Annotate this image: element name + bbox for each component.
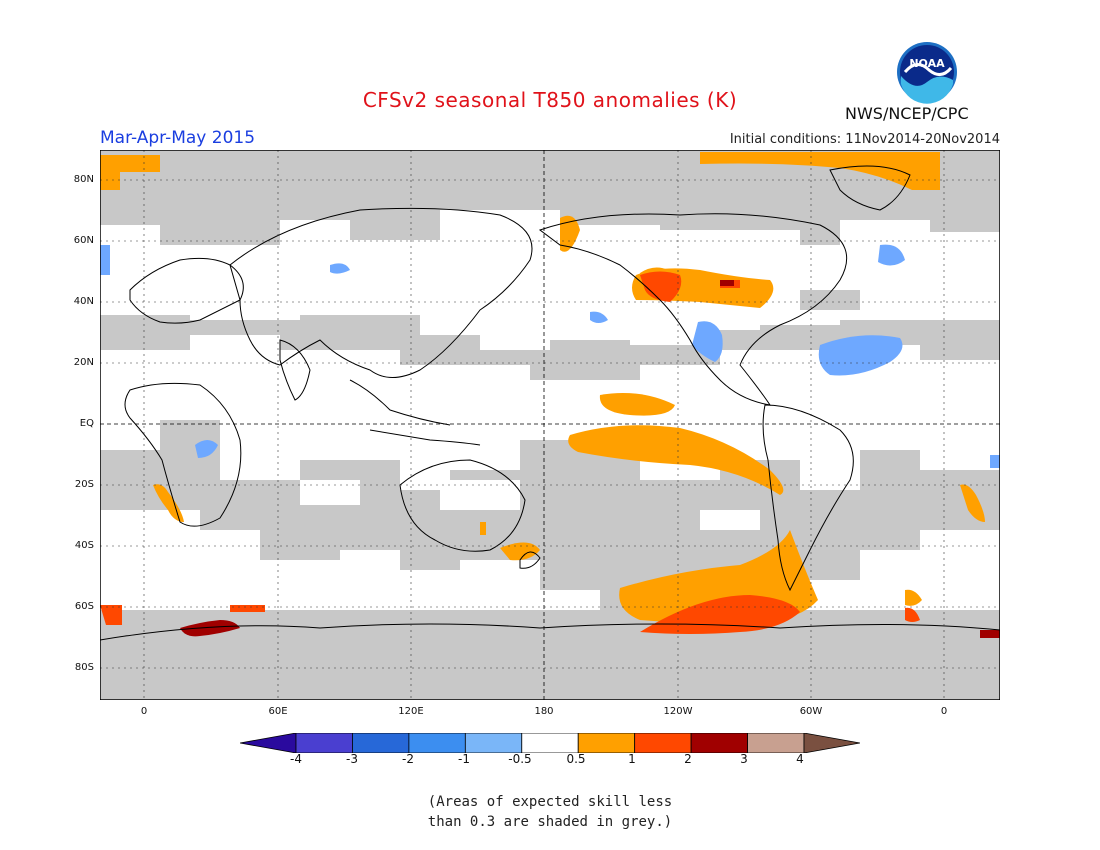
colorbar-tick-label: 4: [796, 752, 804, 766]
colorbar-segment: [521, 733, 579, 753]
logo-text: NOAA: [909, 57, 945, 70]
lat-label: 20S: [74, 479, 94, 490]
colorbar-tick-label: 1: [628, 752, 636, 766]
noaa-logo: NOAA: [897, 42, 957, 104]
colorbar-segment: [352, 733, 410, 753]
colorbar-segment: [577, 733, 636, 753]
colorbar: [240, 733, 860, 753]
colorbar-segment: [295, 733, 353, 753]
lon-label: 60E: [268, 706, 288, 717]
colorbar-tick-label: -3: [346, 752, 358, 766]
lon-label: 0: [140, 706, 148, 717]
lon-label: 60W: [799, 706, 823, 717]
colorbar-segment: [408, 733, 466, 753]
colorbar-tick-label: 2: [684, 752, 692, 766]
organization-label: NWS/NCEP/CPC: [845, 104, 969, 123]
negative-anomalies: [100, 244, 1000, 468]
chart-title: CFSv2 seasonal T850 anomalies (K): [362, 88, 738, 112]
lat-label: 40S: [74, 540, 94, 551]
initial-conditions-label: Initial conditions: 11Nov2014-20Nov2014: [729, 132, 1000, 147]
colorbar-segment: [464, 733, 523, 753]
colorbar-tick-label: 0.5: [566, 752, 586, 766]
colorbar-tick-label: -4: [290, 752, 302, 766]
season-label: Mar-Apr-May 2015: [100, 128, 256, 148]
lat-label: 60N: [73, 235, 94, 246]
graticule: [100, 150, 1000, 700]
colorbar-tick-label: -1: [458, 752, 470, 766]
colorbar-segment: [747, 733, 805, 753]
colorbar-segment: [240, 733, 297, 753]
lat-label: 20N: [73, 357, 94, 368]
colorbar-segment: [690, 733, 748, 753]
lon-label: 180: [534, 706, 554, 717]
colorbar-segment: [634, 733, 692, 753]
skill-note-line-1: (Areas of expected skill less: [427, 794, 673, 810]
lat-label: 60S: [74, 601, 94, 612]
colorbar-tick-label: -2: [402, 752, 414, 766]
colorbar-segment: [803, 733, 860, 753]
lat-label: EQ: [79, 418, 94, 429]
lat-label: 40N: [73, 296, 94, 307]
lon-label: 120E: [398, 706, 424, 717]
skill-note-line-2: than 0.3 are shaded in grey.): [427, 814, 673, 830]
coastlines: [100, 165, 1000, 641]
colorbar-tick-label: -0.5: [508, 752, 532, 766]
colorbar-tick-label: 3: [740, 752, 748, 766]
positive-anomalies-darkred: [180, 280, 1000, 638]
lon-label: 120W: [663, 706, 693, 717]
lat-label: 80N: [73, 174, 94, 185]
equator-dateline: [100, 150, 1000, 700]
lon-label: 0: [940, 706, 948, 717]
anomaly-map: [100, 150, 1000, 700]
skill-note: (Areas of expected skill less than 0.3 a…: [0, 792, 1100, 832]
lat-label: 80S: [74, 662, 94, 673]
